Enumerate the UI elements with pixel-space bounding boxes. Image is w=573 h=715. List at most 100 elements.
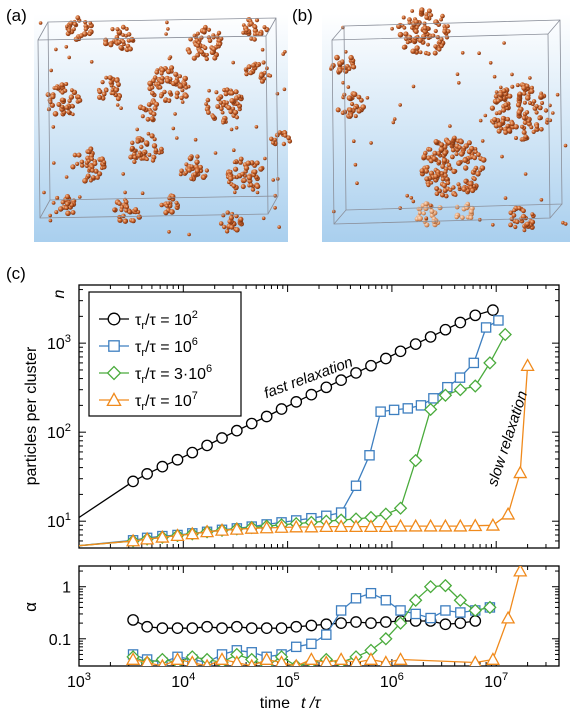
particle	[263, 156, 267, 161]
particle	[409, 196, 414, 200]
data-point-circle	[141, 468, 153, 480]
particle	[100, 80, 105, 85]
particle	[192, 172, 197, 177]
particle	[444, 193, 449, 199]
data-point-triangle	[106, 392, 122, 407]
particle	[501, 88, 507, 94]
particle	[500, 119, 506, 124]
particle	[234, 115, 240, 120]
data-point-circle	[201, 620, 213, 633]
data-point-triangle	[186, 655, 199, 666]
particle	[223, 91, 229, 97]
particle	[146, 102, 152, 107]
particle	[530, 212, 535, 217]
particle	[448, 124, 452, 128]
plot-alpha-ticks: 103 104 105 106 107 0.1 1	[49, 566, 560, 691]
particle	[513, 224, 518, 230]
particle	[205, 97, 211, 103]
data-point-triangle	[348, 519, 364, 533]
particle	[286, 135, 291, 141]
data-point-triangle	[468, 518, 483, 532]
particle	[462, 157, 469, 163]
particle	[254, 183, 261, 190]
particle	[434, 186, 439, 191]
legend: τr/τ = 102 τr/τ = 106 τr/τ = 3·106 τr/τ = 1…	[88, 291, 242, 417]
data-point-circle	[245, 417, 258, 430]
particle	[147, 80, 153, 87]
particle	[508, 210, 514, 216]
particle	[493, 93, 499, 99]
particle	[445, 24, 450, 29]
particle	[464, 205, 470, 211]
particle	[423, 201, 429, 207]
particle	[522, 120, 528, 125]
particle	[510, 84, 515, 89]
particle	[456, 182, 461, 187]
particle	[65, 210, 71, 217]
y-tick-label: 1	[62, 580, 71, 597]
particle	[262, 25, 267, 30]
particle	[64, 175, 69, 179]
data-point-triangle	[202, 658, 212, 666]
data-point-diamond	[438, 578, 453, 593]
particle	[50, 94, 56, 100]
particle	[52, 111, 59, 117]
x-tick-label: 106	[380, 671, 404, 691]
particle	[229, 90, 235, 96]
series-markers-4	[125, 358, 535, 547]
particle	[344, 50, 348, 54]
particle	[418, 206, 423, 211]
particle	[439, 17, 443, 22]
particle	[124, 208, 129, 213]
particle	[403, 31, 409, 37]
particle	[472, 155, 478, 161]
particle	[450, 154, 455, 160]
particle	[426, 42, 430, 47]
particle	[353, 114, 358, 119]
data-point-triangle	[125, 533, 141, 547]
particle	[483, 113, 488, 118]
particle	[211, 114, 216, 120]
particle	[194, 168, 200, 174]
particle	[347, 107, 353, 113]
data-point-circle	[186, 446, 199, 459]
particle	[207, 88, 211, 93]
particle	[472, 176, 477, 182]
data-point-circle	[230, 620, 243, 633]
particle	[123, 190, 127, 195]
particle	[268, 74, 273, 78]
particle	[229, 224, 235, 230]
particle	[203, 45, 208, 51]
particle	[246, 174, 253, 181]
data-point-triangle	[259, 652, 274, 665]
particle	[433, 173, 439, 179]
particle	[457, 81, 461, 85]
particle	[524, 110, 530, 115]
particle	[220, 110, 225, 115]
particle	[132, 155, 138, 160]
particle	[277, 225, 282, 229]
data-point-triangle	[334, 652, 349, 665]
data-point-diamond	[379, 632, 393, 646]
particle	[64, 201, 70, 207]
data-point-triangle	[408, 518, 423, 532]
particle	[89, 156, 94, 161]
particle	[480, 139, 485, 143]
particle	[195, 31, 200, 36]
data-point-triangle	[500, 506, 516, 520]
particle	[189, 176, 194, 181]
particle	[439, 37, 444, 42]
particle	[70, 88, 74, 93]
data-point-circle	[365, 359, 377, 372]
data-point-circle	[335, 374, 347, 387]
particle	[440, 13, 445, 19]
particle	[480, 157, 487, 163]
particle	[121, 39, 126, 44]
particle	[538, 93, 544, 99]
particle	[537, 105, 543, 111]
data-point-square	[335, 605, 347, 616]
particle	[531, 129, 536, 134]
particle	[56, 102, 62, 107]
particle	[228, 169, 233, 174]
particle	[121, 172, 125, 176]
